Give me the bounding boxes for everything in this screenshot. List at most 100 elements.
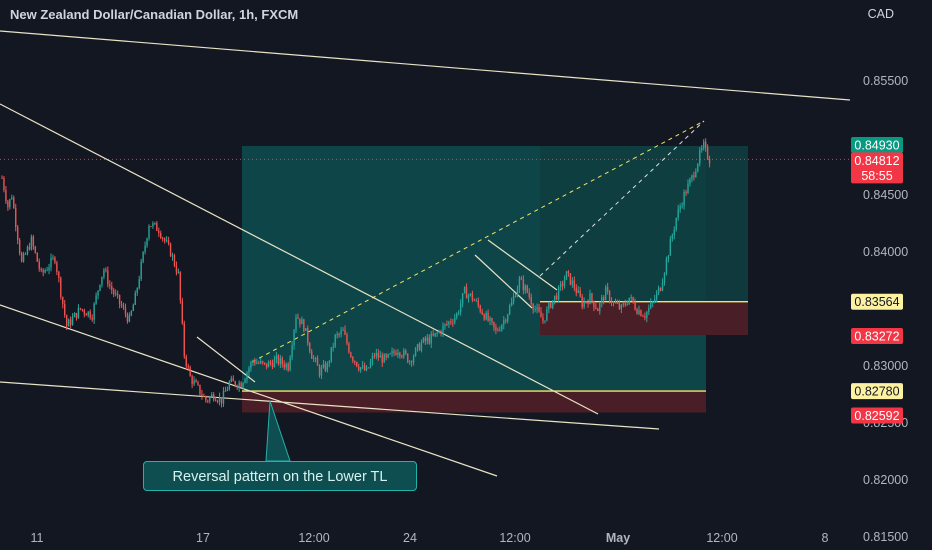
candle-body	[650, 302, 652, 309]
candle-body	[258, 362, 260, 364]
candle-body	[373, 355, 376, 357]
y-tick-label: 0.85500	[863, 74, 908, 88]
candle-body	[612, 301, 615, 303]
candle-body	[275, 355, 278, 360]
badge-entry-1-bg	[851, 383, 903, 400]
candle-body	[644, 316, 646, 318]
candle-body	[538, 307, 540, 312]
candle-body	[326, 362, 329, 371]
candle-body	[165, 240, 168, 242]
candle-body	[450, 321, 452, 323]
candle-body	[646, 311, 648, 318]
candle-body	[71, 317, 74, 325]
channel-trendline	[0, 103, 599, 415]
candle-body	[604, 286, 607, 301]
candle-body	[30, 236, 33, 250]
badge-stop-1: 0.82592	[851, 407, 903, 424]
candle-body	[101, 276, 103, 285]
candle-body	[140, 261, 142, 280]
candle-body	[622, 303, 625, 305]
candle-body	[152, 223, 154, 227]
candle-body	[89, 311, 91, 318]
candle-body	[73, 312, 76, 318]
candle-body	[489, 318, 491, 321]
candle-body	[295, 317, 297, 331]
candle-body	[638, 310, 640, 314]
candle-body	[48, 267, 50, 271]
candle-body	[107, 270, 109, 285]
candle-body	[585, 301, 587, 303]
candle-body	[310, 351, 313, 359]
candle-body	[5, 190, 7, 202]
candle-body	[265, 363, 268, 368]
chart-title: New Zealand Dollar/Canadian Dollar, 1h, …	[10, 7, 299, 22]
candle-body	[318, 365, 321, 376]
candle-body	[616, 303, 619, 305]
candle-body	[461, 293, 464, 304]
candle-body	[448, 321, 450, 325]
badge-countdown-text: 58:55	[861, 169, 892, 183]
candle-body	[365, 367, 368, 371]
badge-last-price: 0.84812	[851, 152, 903, 169]
candle-body	[91, 317, 93, 320]
candle-body	[36, 252, 38, 262]
candle-body	[122, 306, 125, 308]
candle-body	[483, 314, 485, 320]
candle-body	[187, 366, 189, 368]
candle-body	[211, 394, 213, 397]
candle-body	[534, 309, 536, 311]
candle-body	[561, 283, 564, 286]
candle-body	[185, 356, 187, 367]
candle-body	[260, 361, 262, 364]
candle-body	[283, 364, 285, 368]
candle-body	[352, 357, 354, 361]
candle-body	[565, 271, 568, 280]
candle-body	[171, 255, 174, 257]
candle-body	[50, 257, 52, 268]
candle-body	[263, 362, 266, 364]
candle-body	[332, 346, 334, 348]
candle-body	[359, 367, 362, 371]
candle-body	[236, 385, 238, 388]
badge-stop-1-text: 0.82592	[854, 409, 899, 423]
candle-body	[652, 301, 654, 303]
x-tick-label: 12:00	[499, 531, 530, 545]
candle-body	[699, 150, 701, 164]
candle-body	[105, 269, 107, 271]
candle-body	[3, 177, 5, 191]
candle-body	[706, 147, 709, 159]
candle-body	[261, 361, 264, 363]
candle-body	[7, 201, 9, 208]
candle-body	[126, 314, 129, 322]
candle-body	[314, 358, 317, 360]
candle-body	[350, 352, 352, 358]
candle-body	[667, 255, 670, 259]
projection-line	[251, 120, 705, 363]
candle-body	[205, 396, 207, 401]
candle-body	[577, 290, 579, 293]
candle-body	[158, 230, 160, 234]
candle-body	[497, 329, 499, 331]
candle-body	[297, 317, 299, 319]
candle-body	[508, 305, 511, 315]
candle-body	[344, 329, 346, 335]
candle-body	[226, 389, 229, 391]
candle-body	[410, 361, 413, 363]
candle-body	[367, 367, 370, 369]
badge-countdown-bg	[851, 167, 903, 184]
candle-body	[193, 380, 195, 384]
candle-body	[640, 310, 642, 316]
candle-body	[240, 382, 242, 388]
candle-body	[338, 333, 340, 335]
candle-body	[199, 384, 201, 395]
x-tick-label: 17	[196, 531, 210, 545]
candle-body	[322, 364, 325, 368]
candle-body	[436, 332, 438, 334]
candle-body	[9, 199, 11, 208]
candle-body	[273, 359, 276, 368]
candle-body	[403, 350, 405, 357]
candle-body	[414, 347, 417, 357]
profit-zone-2	[540, 145, 748, 302]
candle-body	[624, 303, 626, 305]
